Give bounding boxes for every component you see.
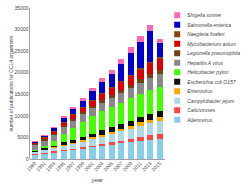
svg-text:2015: 2015 [150, 160, 162, 172]
svg-text:0: 0 [26, 156, 29, 162]
svg-text:35000: 35000 [15, 5, 29, 11]
svg-text:year: year [91, 177, 103, 183]
svg-text:Salmonella enterica: Salmonella enterica [187, 22, 231, 28]
svg-text:Enterovirus: Enterovirus [187, 88, 213, 94]
svg-text:20000: 20000 [15, 69, 29, 75]
svg-text:1995: 1995 [54, 160, 66, 172]
svg-text:2013: 2013 [140, 160, 152, 172]
svg-text:1993: 1993 [44, 160, 56, 172]
svg-text:Legionella pneumophila: Legionella pneumophila [187, 50, 240, 56]
svg-text:2007: 2007 [112, 160, 124, 172]
svg-text:2003: 2003 [92, 160, 104, 172]
svg-text:Mycobacterium avium: Mycobacterium avium [187, 41, 236, 47]
svg-text:Helicobacter pylori: Helicobacter pylori [187, 69, 229, 75]
svg-text:Escherichia coli O157: Escherichia coli O157 [187, 79, 236, 85]
svg-text:number of publications for CCL: number of publications for CCL4 organism… [8, 35, 14, 132]
svg-text:Campylobacter jejuni: Campylobacter jejuni [187, 98, 235, 104]
svg-text:2005: 2005 [102, 160, 114, 172]
svg-text:25000: 25000 [15, 48, 29, 54]
svg-text:1991: 1991 [35, 160, 47, 172]
svg-text:Naegleria fowleri: Naegleria fowleri [187, 31, 225, 37]
svg-text:30000: 30000 [15, 26, 29, 32]
svg-text:2001: 2001 [83, 160, 95, 172]
svg-text:2009: 2009 [121, 160, 133, 172]
svg-text:Adenovirus: Adenovirus [186, 117, 213, 123]
svg-text:1989: 1989 [25, 160, 37, 172]
svg-text:Hepatitis A virus: Hepatitis A virus [187, 60, 223, 66]
svg-text:5000: 5000 [17, 134, 28, 140]
svg-text:2011: 2011 [131, 160, 143, 172]
svg-text:Caliciviruses: Caliciviruses [187, 107, 216, 113]
svg-text:1997: 1997 [64, 160, 76, 172]
svg-text:Shigella sonnei: Shigella sonnei [187, 12, 222, 18]
svg-text:1999: 1999 [73, 160, 85, 172]
svg-text:15000: 15000 [15, 91, 29, 97]
svg-text:10000: 10000 [15, 113, 29, 119]
